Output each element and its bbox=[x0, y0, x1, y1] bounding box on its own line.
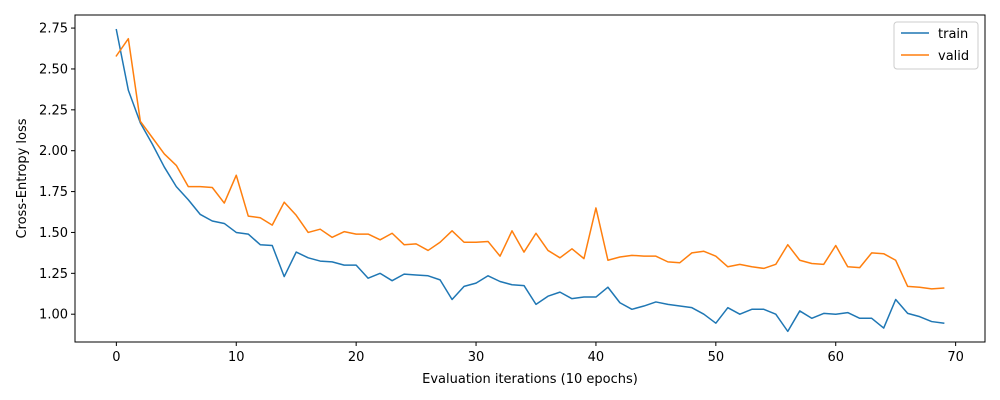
legend-label-train: train bbox=[938, 27, 968, 42]
x-axis-label: Evaluation iterations (10 epochs) bbox=[422, 372, 638, 387]
y-tick-label: 2.50 bbox=[39, 62, 68, 77]
x-tick-label: 30 bbox=[468, 350, 485, 365]
x-tick-label: 20 bbox=[348, 350, 365, 365]
y-tick-label: 1.25 bbox=[39, 267, 68, 282]
legend: train valid bbox=[893, 21, 979, 70]
series-line-train bbox=[115, 28, 945, 333]
plot-frame bbox=[74, 14, 986, 343]
legend-label-valid: valid bbox=[938, 49, 969, 64]
x-tick-label: 70 bbox=[947, 350, 964, 365]
y-axis: 1.00 1.25 1.50 1.75 2.00 2.25 2.50 2.75 bbox=[39, 22, 75, 323]
x-tick-label: 0 bbox=[112, 350, 120, 365]
y-tick-label: 1.00 bbox=[39, 308, 68, 323]
x-tick-label: 50 bbox=[708, 350, 725, 365]
x-tick-label: 40 bbox=[588, 350, 605, 365]
y-tick-label: 1.75 bbox=[39, 185, 68, 200]
x-tick-label: 60 bbox=[827, 350, 844, 365]
y-tick-label: 2.25 bbox=[39, 103, 68, 118]
series-layer bbox=[115, 28, 945, 333]
series-line-valid bbox=[115, 37, 945, 290]
y-axis-label: Cross-Entropy loss bbox=[15, 118, 30, 238]
x-tick-label: 10 bbox=[228, 350, 245, 365]
y-tick-label: 2.00 bbox=[39, 144, 68, 159]
x-axis: 0 10 20 30 40 50 60 70 bbox=[112, 342, 964, 365]
y-tick-label: 1.50 bbox=[39, 226, 68, 241]
plot-area bbox=[75, 15, 985, 342]
y-tick-label: 2.75 bbox=[39, 22, 68, 37]
